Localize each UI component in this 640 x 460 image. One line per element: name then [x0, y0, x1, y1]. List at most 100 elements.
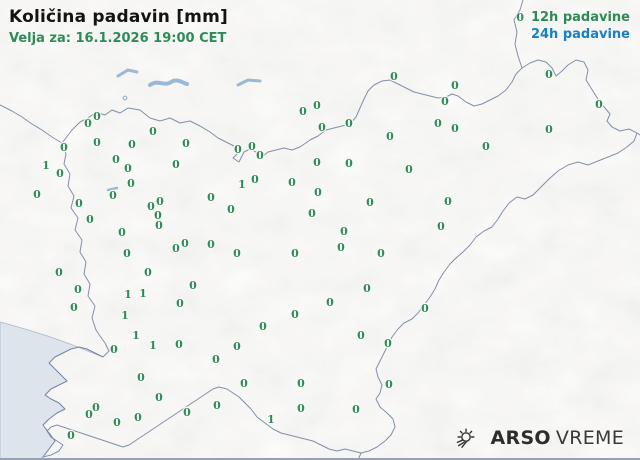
station-value: 0	[33, 188, 41, 201]
legend-label-24h: 24h padavine	[530, 27, 630, 42]
station-value: 0	[154, 209, 162, 222]
station-value: 0	[291, 308, 299, 321]
station-value: 0	[110, 343, 118, 356]
station-value: 0	[352, 403, 360, 416]
station-value: 0	[149, 125, 157, 138]
station-value: 0	[172, 242, 180, 255]
station-value: 0	[137, 371, 145, 384]
station-value: 1	[267, 413, 275, 426]
station-value: 0	[377, 247, 385, 260]
station-value: 0	[155, 391, 163, 404]
station-value: 0	[444, 195, 452, 208]
station-value: 0	[451, 79, 459, 92]
station-value: 0	[181, 237, 189, 250]
station-value: 0	[434, 117, 442, 130]
station-value: 0	[127, 177, 135, 190]
station-value: 0	[386, 130, 394, 143]
station-value: 0	[308, 207, 316, 220]
station-value: 1	[139, 287, 147, 300]
station-value: 0	[299, 105, 307, 118]
legend-item-24h[interactable]: 24h padavine	[516, 26, 630, 43]
station-value: 0	[93, 110, 101, 123]
station-value: 0	[545, 123, 553, 136]
station-value: 0	[134, 411, 142, 424]
station-value: 0	[60, 141, 68, 154]
station-value: 0	[441, 95, 449, 108]
station-value: 0	[172, 158, 180, 171]
station-value: 1	[121, 309, 129, 322]
sun-icon	[456, 428, 475, 448]
station-value: 0	[207, 238, 215, 251]
station-value: 0	[405, 163, 413, 176]
station-value: 1	[42, 159, 50, 172]
station-value: 0	[176, 297, 184, 310]
station-value: 0	[175, 338, 183, 351]
station-value: 0	[70, 301, 78, 314]
station-value: 0	[233, 340, 241, 353]
station-value: 0	[85, 408, 93, 421]
station-value: 0	[363, 282, 371, 295]
station-value: 0	[212, 353, 220, 366]
station-value: 0	[112, 153, 120, 166]
station-value: 0	[56, 167, 64, 180]
station-value: 0	[86, 213, 94, 226]
station-value: 0	[213, 399, 221, 412]
station-value: 0	[124, 162, 132, 175]
station-value: 1	[132, 329, 140, 342]
station-value: 0	[84, 117, 92, 130]
station-value: 0	[482, 140, 490, 153]
station-value: 0	[314, 186, 322, 199]
station-value: 0	[259, 320, 267, 333]
brand-product: VREME	[555, 427, 624, 449]
station-value: 0	[451, 122, 459, 135]
map-frame-bottom-border	[0, 458, 640, 460]
station-value: 0	[318, 121, 326, 134]
station-value: 0	[345, 157, 353, 170]
station-value: 0	[248, 140, 256, 153]
station-value: 0	[147, 200, 155, 213]
station-value: 0	[123, 247, 131, 260]
legend-label-12h: 12h padavine	[530, 10, 630, 25]
station-value: 0	[313, 156, 321, 169]
arso-vreme-logo[interactable]: ARSO VREME	[453, 426, 624, 450]
layer-legend: 0 12h padavine 24h padavine	[516, 9, 630, 43]
station-value: 0	[182, 137, 190, 150]
station-value: 0	[144, 266, 152, 279]
legend-sample-value: 0	[516, 11, 524, 24]
station-value: 0	[291, 247, 299, 260]
lakes	[106, 68, 262, 192]
station-value: 0	[326, 296, 334, 309]
station-value: 0	[288, 176, 296, 189]
station-value: 0	[118, 226, 126, 239]
station-value: 0	[297, 377, 305, 390]
station-value: 1	[124, 288, 132, 301]
legend-item-12h[interactable]: 0 12h padavine	[516, 9, 630, 26]
station-value: 0	[155, 219, 163, 232]
brand-agency: ARSO	[490, 427, 551, 449]
station-value: 0	[595, 98, 603, 111]
station-value: 0	[390, 70, 398, 83]
station-value: 0	[227, 203, 235, 216]
station-value: 0	[437, 220, 445, 233]
station-value: 0	[421, 302, 429, 315]
station-value: 0	[384, 337, 392, 350]
station-value: 0	[113, 416, 121, 429]
station-value: 0	[545, 68, 553, 81]
station-value: 0	[234, 143, 242, 156]
station-value: 1	[149, 339, 157, 352]
station-value: 0	[385, 378, 393, 391]
station-value: 0	[256, 149, 264, 162]
station-value: 0	[74, 283, 82, 296]
station-value: 0	[345, 117, 353, 130]
station-value: 0	[233, 247, 241, 260]
station-value: 0	[183, 406, 191, 419]
station-value: 0	[207, 191, 215, 204]
station-value: 0	[55, 266, 63, 279]
station-value: 0	[109, 189, 117, 202]
station-value: 0	[340, 225, 348, 238]
station-value: 0	[297, 402, 305, 415]
station-value: 0	[189, 279, 197, 292]
